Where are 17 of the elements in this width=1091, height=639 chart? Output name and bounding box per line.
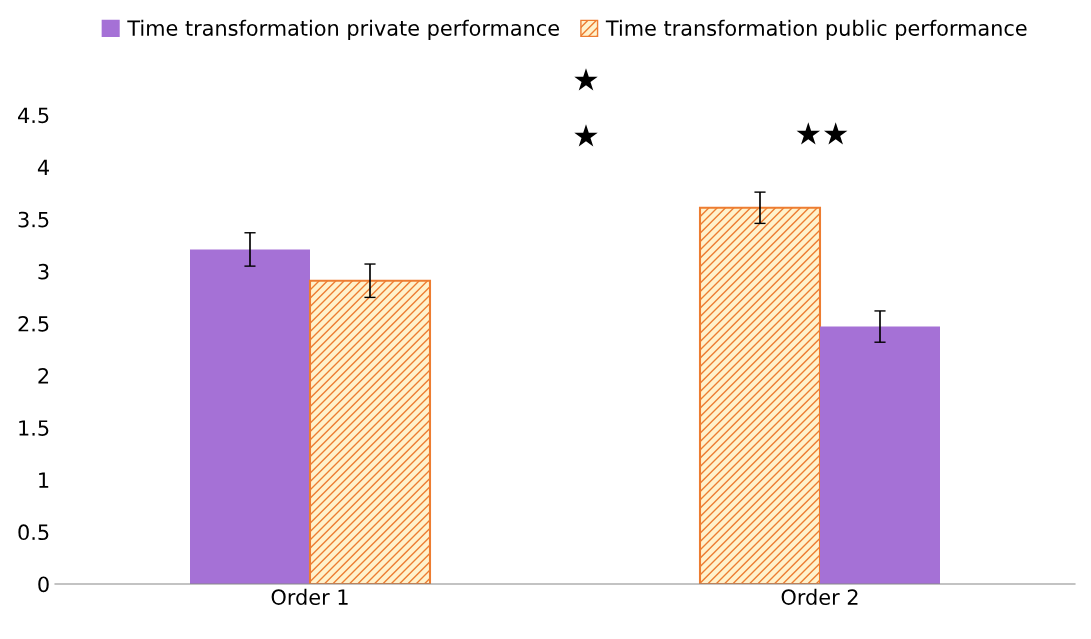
annotation: ★★ bbox=[796, 122, 848, 145]
x-tick-label: Order 2 bbox=[781, 588, 858, 605]
y-tick-label: 3.5 bbox=[18, 211, 49, 228]
annotation: ★ bbox=[574, 124, 598, 147]
y-tick-label: 4.5 bbox=[18, 107, 49, 124]
y-tick-label: 1 bbox=[39, 472, 49, 488]
y-tick-label: 0.5 bbox=[18, 524, 49, 541]
legend-label: Time transformation public performance bbox=[605, 19, 1027, 40]
y-tick-label: 2.5 bbox=[18, 315, 49, 332]
text: ★ bbox=[574, 68, 598, 91]
y-tick-label: 0 bbox=[38, 576, 49, 593]
x-tick-label: Order 1 bbox=[271, 588, 348, 605]
y-tick-label: 4 bbox=[37, 159, 49, 176]
y-tick-label: 1.5 bbox=[19, 420, 49, 436]
y-tick-label: 2 bbox=[38, 368, 49, 384]
y-tick-label: 3 bbox=[38, 263, 49, 280]
legend-label: Time transformation private performance bbox=[127, 19, 559, 40]
